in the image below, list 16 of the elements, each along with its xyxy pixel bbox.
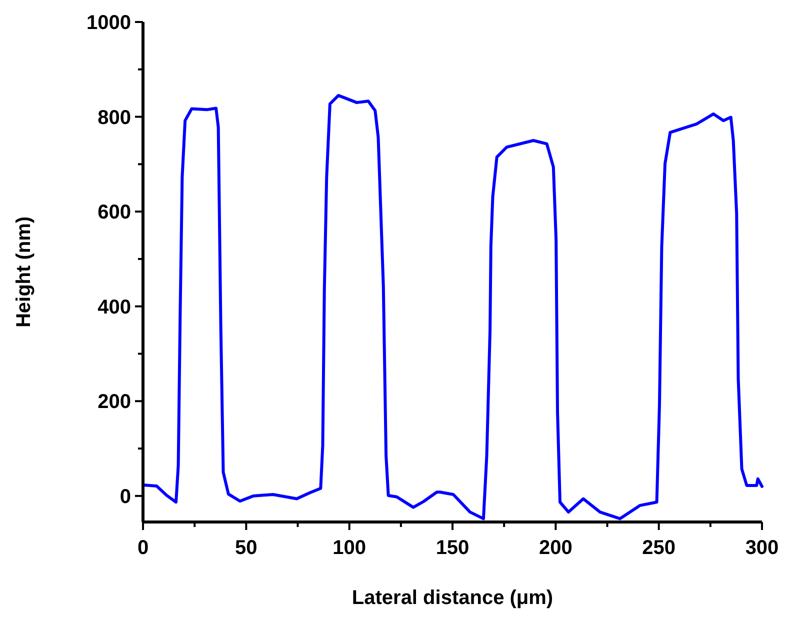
x-tick-label: 150: [436, 537, 470, 559]
y-tick-label: 200: [98, 391, 131, 414]
x-axis-title: Lateral distance (μm): [352, 587, 554, 609]
y-tick-label: 1000: [86, 12, 131, 34]
y-tick-label: 800: [98, 106, 131, 129]
y-tick-label: 600: [98, 202, 131, 224]
y-axis-title: Height (nm): [13, 216, 35, 328]
x-tick-label: 300: [745, 537, 779, 559]
x-tick-label: 0: [137, 537, 149, 559]
y-tick-label: 400: [98, 296, 131, 318]
line-series: [142, 94, 764, 520]
x-tick-label: 250: [642, 537, 676, 559]
x-tick-label: 200: [538, 537, 572, 559]
x-tick-label: 50: [235, 537, 258, 559]
x-tick-label: 100: [332, 537, 366, 559]
y-tick-label: 0: [120, 486, 131, 508]
